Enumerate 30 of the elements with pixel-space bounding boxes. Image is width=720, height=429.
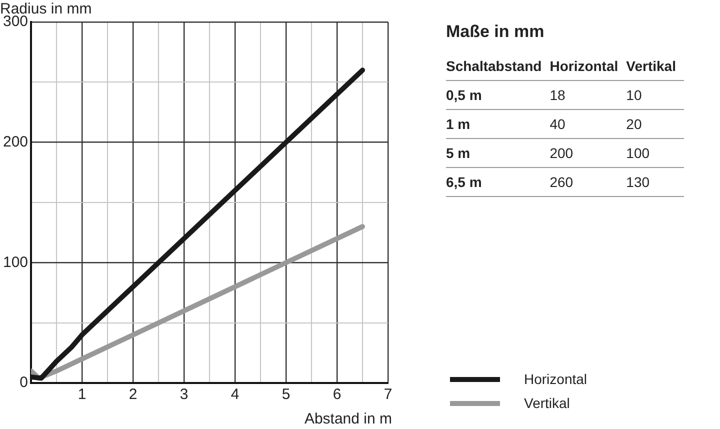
text: 5 m (446, 138, 550, 168)
text: 20 (626, 110, 684, 138)
x-tick-label: 1 (78, 386, 86, 404)
x-axis-title: Abstand in m (304, 410, 392, 428)
text: Schaltabstand (446, 52, 550, 80)
text: 40 (550, 110, 626, 138)
y-tick-label: 200 (2, 133, 28, 150)
x-tick-label: 6 (332, 386, 342, 404)
x-tick-label: 2 (128, 386, 138, 404)
x-tick-label: 3 (180, 386, 188, 404)
text: 1 m (446, 110, 550, 138)
y-tick-label: 100 (2, 254, 28, 271)
text: 130 (626, 168, 684, 196)
text: Vertikal (626, 52, 684, 80)
x-tick-label: 7 (384, 386, 392, 404)
text: 18 (550, 80, 626, 110)
text: Horizontal (550, 52, 626, 80)
legend-label: Vertikal (524, 395, 570, 411)
text: 6,5 m (446, 168, 550, 196)
x-tick-label: 5 (282, 386, 290, 404)
text: 0,5 m (446, 80, 550, 110)
text: 200 (550, 138, 626, 168)
text: Maße in mm (446, 22, 546, 42)
text: 260 (550, 168, 626, 196)
text: 100 (626, 138, 684, 168)
text: 10 (626, 80, 684, 110)
legend-label: Horizontal (524, 371, 588, 387)
x-tick-label: 4 (230, 386, 240, 404)
y-tick-label: 300 (2, 13, 28, 30)
y-tick-label: 0 (20, 374, 28, 392)
